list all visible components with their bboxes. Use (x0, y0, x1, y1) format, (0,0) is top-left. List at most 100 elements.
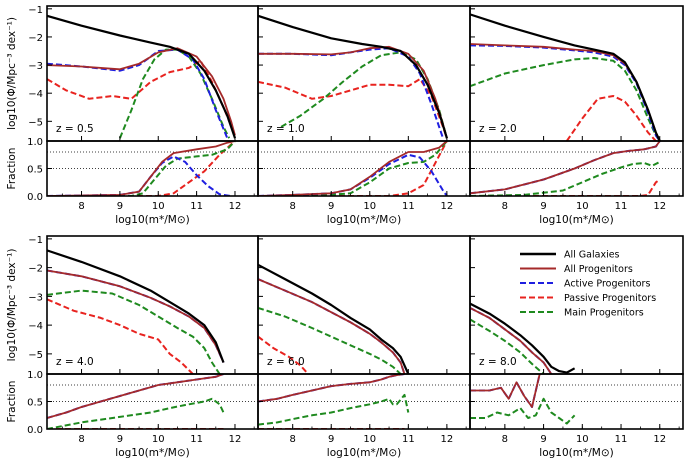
y-axis-label: log10(Φ/Mpc⁻³ dex⁻¹) (6, 249, 18, 362)
x-tick-label: 10 (363, 201, 376, 212)
top-series (470, 13, 661, 141)
top-line-main-progenitors (258, 306, 402, 374)
top-line-main-progenitors (470, 318, 545, 374)
y-tick-label-fraction: 1.0 (27, 370, 43, 381)
top-frame (46, 5, 259, 142)
x-tick-label: 11 (190, 434, 203, 445)
top-line-all-galaxies (47, 14, 237, 139)
bottom-line-main-progenitors (47, 397, 225, 429)
bottom-series (47, 374, 225, 429)
panel-1: 8 9 10 11 12 log10(m*/M⊙) −1 −2 −3 −4 −5 0.0 0.5 1.0 l… (6, 5, 259, 226)
x-tick-label: 12 (441, 434, 454, 445)
bottom-line-main-progenitors (258, 393, 410, 426)
redshift-label: z = 2.0 (479, 123, 517, 135)
y-tick-label: −1 (28, 5, 43, 16)
redshift-label: z = 1.0 (267, 123, 305, 135)
bottom-line-active-progenitors (258, 153, 448, 196)
x-tick-label: 9 (117, 201, 123, 212)
x-tick-label: 11 (402, 201, 415, 212)
legend-label-4: Passive Progenitors (564, 293, 656, 304)
panel-2: 8 9 10 11 12 log10(m*/M⊙) z = 1.0 (257, 5, 471, 226)
x-tick-label: 9 (540, 201, 546, 212)
bottom-line-all-progenitors (470, 141, 661, 195)
x-axis-label: log10(m*/M⊙) (327, 447, 401, 459)
top-series (47, 249, 225, 374)
x-tick-label: 8 (78, 201, 84, 212)
y-axis-label: log10(Φ/Mpc⁻³ dex⁻¹) (6, 17, 18, 130)
x-tick-label: 12 (229, 434, 242, 445)
x-tick-label: 8 (290, 201, 296, 212)
y-tick-label-fraction: 0.5 (27, 398, 43, 409)
y-tick-label-fraction: 0.5 (27, 165, 43, 176)
top-line-passive-progenitors (47, 298, 194, 374)
top-line-main-progenitors (47, 289, 221, 374)
top-frame (257, 235, 471, 375)
bottom-series (470, 374, 576, 425)
x-tick-label: 9 (328, 434, 334, 445)
x-tick-label: 11 (402, 434, 415, 445)
top-line-passive-progenitors (565, 95, 657, 141)
panel-3: 8 9 10 11 12 log10(m*/M⊙) z = 2.0 (469, 5, 684, 226)
top-line-all-galaxies (470, 13, 661, 141)
top-line-all-galaxies (470, 302, 576, 374)
y-tick-label: −5 (28, 117, 43, 128)
x-tick-label: 8 (290, 434, 296, 445)
panels-layer: 8 9 10 11 12 log10(m*/M⊙) −1 −2 −3 −4 −5 0.0 0.5 1.0 l… (6, 5, 684, 459)
x-tick-label: 12 (653, 201, 666, 212)
bottom-line-active-progenitors (470, 141, 661, 195)
bottom-line-main-progenitors (47, 141, 236, 196)
y-axis-label-fraction: Fraction (6, 381, 18, 423)
bottom-line-main-progenitors (470, 397, 576, 425)
legend-label-3: Active Progenitors (564, 279, 650, 290)
redshift-label: z = 4.0 (56, 356, 94, 368)
y-tick-label: −5 (28, 350, 43, 361)
top-series (258, 263, 410, 374)
x-axis-label: log10(m*/M⊙) (539, 214, 613, 226)
bottom-line-active-progenitors (47, 374, 224, 419)
y-tick-label: −3 (28, 61, 43, 72)
x-tick-label: 10 (576, 201, 589, 212)
panel-6: 8 9 10 11 12 log10(m*/M⊙) z = 8.0 (469, 235, 684, 459)
x-tick-label: 12 (653, 434, 666, 445)
bottom-series (470, 141, 661, 196)
x-tick-label: 11 (615, 201, 628, 212)
x-tick-label: 8 (78, 434, 84, 445)
x-tick-label: 9 (328, 201, 334, 212)
redshift-label: z = 8.0 (479, 356, 517, 368)
x-tick-label: 9 (117, 434, 123, 445)
y-tick-label: −2 (28, 33, 43, 44)
top-frame (46, 235, 259, 375)
y-tick-label-fraction: 0.0 (27, 192, 43, 203)
bottom-frame (469, 373, 684, 430)
top-line-all-progenitors (47, 47, 236, 136)
bottom-line-passive-progenitors (470, 178, 661, 196)
top-line-all-galaxies (47, 249, 225, 363)
top-series (47, 14, 237, 139)
x-axis-label: log10(m*/M⊙) (327, 214, 401, 226)
legend-label-2: All Progenitors (564, 264, 633, 275)
y-tick-label: −3 (28, 292, 43, 303)
top-line-active-progenitors (258, 47, 444, 139)
top-line-passive-progenitors (258, 335, 309, 374)
bottom-line-all-progenitors (47, 141, 236, 196)
top-line-all-galaxies (258, 263, 410, 374)
legend-label-5: Main Progenitors (564, 308, 644, 319)
bottom-line-main-progenitors (258, 141, 448, 196)
top-line-all-galaxies (258, 14, 448, 139)
top-line-all-progenitors (258, 278, 406, 374)
y-tick-label: −4 (28, 89, 43, 100)
y-tick-label-fraction: 0.0 (27, 425, 43, 436)
top-series (470, 302, 576, 374)
x-tick-label: 10 (576, 434, 589, 445)
x-tick-label: 12 (229, 201, 242, 212)
x-tick-label: 8 (502, 434, 508, 445)
x-tick-label: 12 (441, 201, 454, 212)
x-tick-label: 9 (540, 434, 546, 445)
y-tick-label: −4 (28, 321, 43, 332)
x-tick-label: 10 (152, 201, 165, 212)
top-line-main-progenitors (470, 57, 661, 141)
panel-5: 8 9 10 11 12 log10(m*/M⊙) z = 6.0 (257, 235, 471, 459)
top-line-all-progenitors (470, 307, 553, 374)
top-series (258, 14, 448, 139)
